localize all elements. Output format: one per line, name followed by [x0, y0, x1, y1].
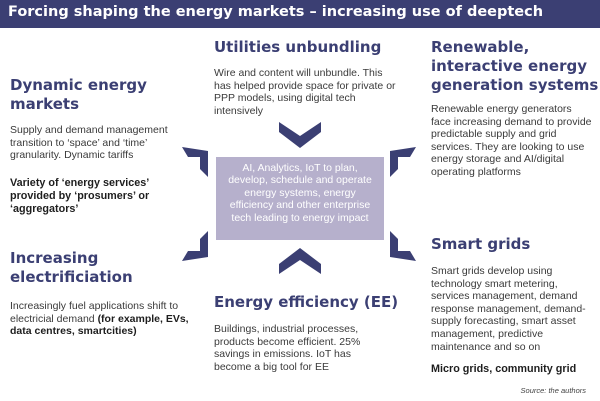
chevron-down-right-icon [182, 147, 208, 177]
smartgrids-bold-text: Micro grids, community grid [431, 363, 577, 375]
renewable-text: Renewable energy generators face increas… [431, 103, 592, 178]
chevron-down-icon [279, 122, 321, 148]
center-text: AI, Analytics, IoT to plan, develop, sch… [228, 162, 372, 224]
dynamic-heading: Dynamic energy markets [10, 76, 147, 114]
efficiency-text: Buildings, industrial processes, product… [214, 323, 361, 373]
renewable-heading: Renewable, interactive energy generation… [431, 38, 598, 95]
electrification-examples: (for example, EVs, data centres, smartci… [10, 312, 189, 338]
chevron-down-left-icon [390, 147, 416, 177]
smartgrids-text: Smart grids develop using technology sma… [431, 265, 586, 353]
renewable-heading-line-2: interactive energy [431, 57, 587, 75]
center-box: AI, Analytics, IoT to plan, develop, sch… [216, 157, 384, 240]
dynamic-heading-line-1: Dynamic energy [10, 76, 147, 94]
utilities-text: Wire and content will unbundle. This has… [214, 67, 396, 117]
electrification-heading-line-2: electrificiation [10, 268, 133, 286]
page-title: Forcing shaping the energy markets – inc… [8, 4, 544, 20]
dynamic-bold-text: Variety of ‘energy services’ provided by… [10, 177, 150, 215]
dynamic-text: Supply and demand management transition … [10, 124, 168, 162]
smartgrids-heading: Smart grids [431, 235, 531, 253]
efficiency-heading: Energy efficiency (EE) [214, 293, 399, 311]
electrification-text: Increasingly fuel applications shift to … [10, 300, 200, 338]
electrification-heading-line-1: Increasing [10, 249, 99, 267]
electrification-heading: Increasing electrificiation [10, 249, 133, 287]
electrification-body: Increasingly fuel applications shift to … [10, 300, 179, 325]
chevron-up-left-icon [390, 231, 416, 261]
chevron-up-right-icon [182, 231, 208, 261]
renewable-heading-line-1: Renewable, [431, 38, 530, 56]
title-bar: Forcing shaping the energy markets – inc… [0, 0, 600, 28]
chevron-up-icon [279, 248, 321, 274]
renewable-heading-line-3: generation systems [431, 76, 599, 94]
dynamic-heading-line-2: markets [10, 95, 79, 113]
source-note: Source: the authors [520, 386, 586, 395]
utilities-heading: Utilities unbundling [214, 38, 382, 56]
